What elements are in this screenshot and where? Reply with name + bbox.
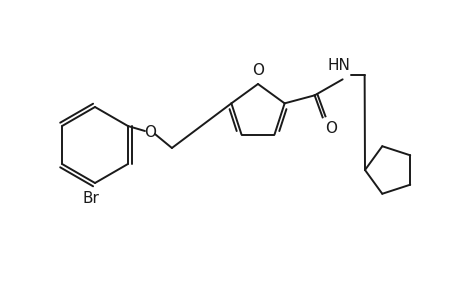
Text: O: O [324,121,336,136]
Text: Br: Br [82,191,99,206]
Text: O: O [144,124,156,140]
Text: HN: HN [326,58,349,73]
Text: O: O [252,63,263,78]
